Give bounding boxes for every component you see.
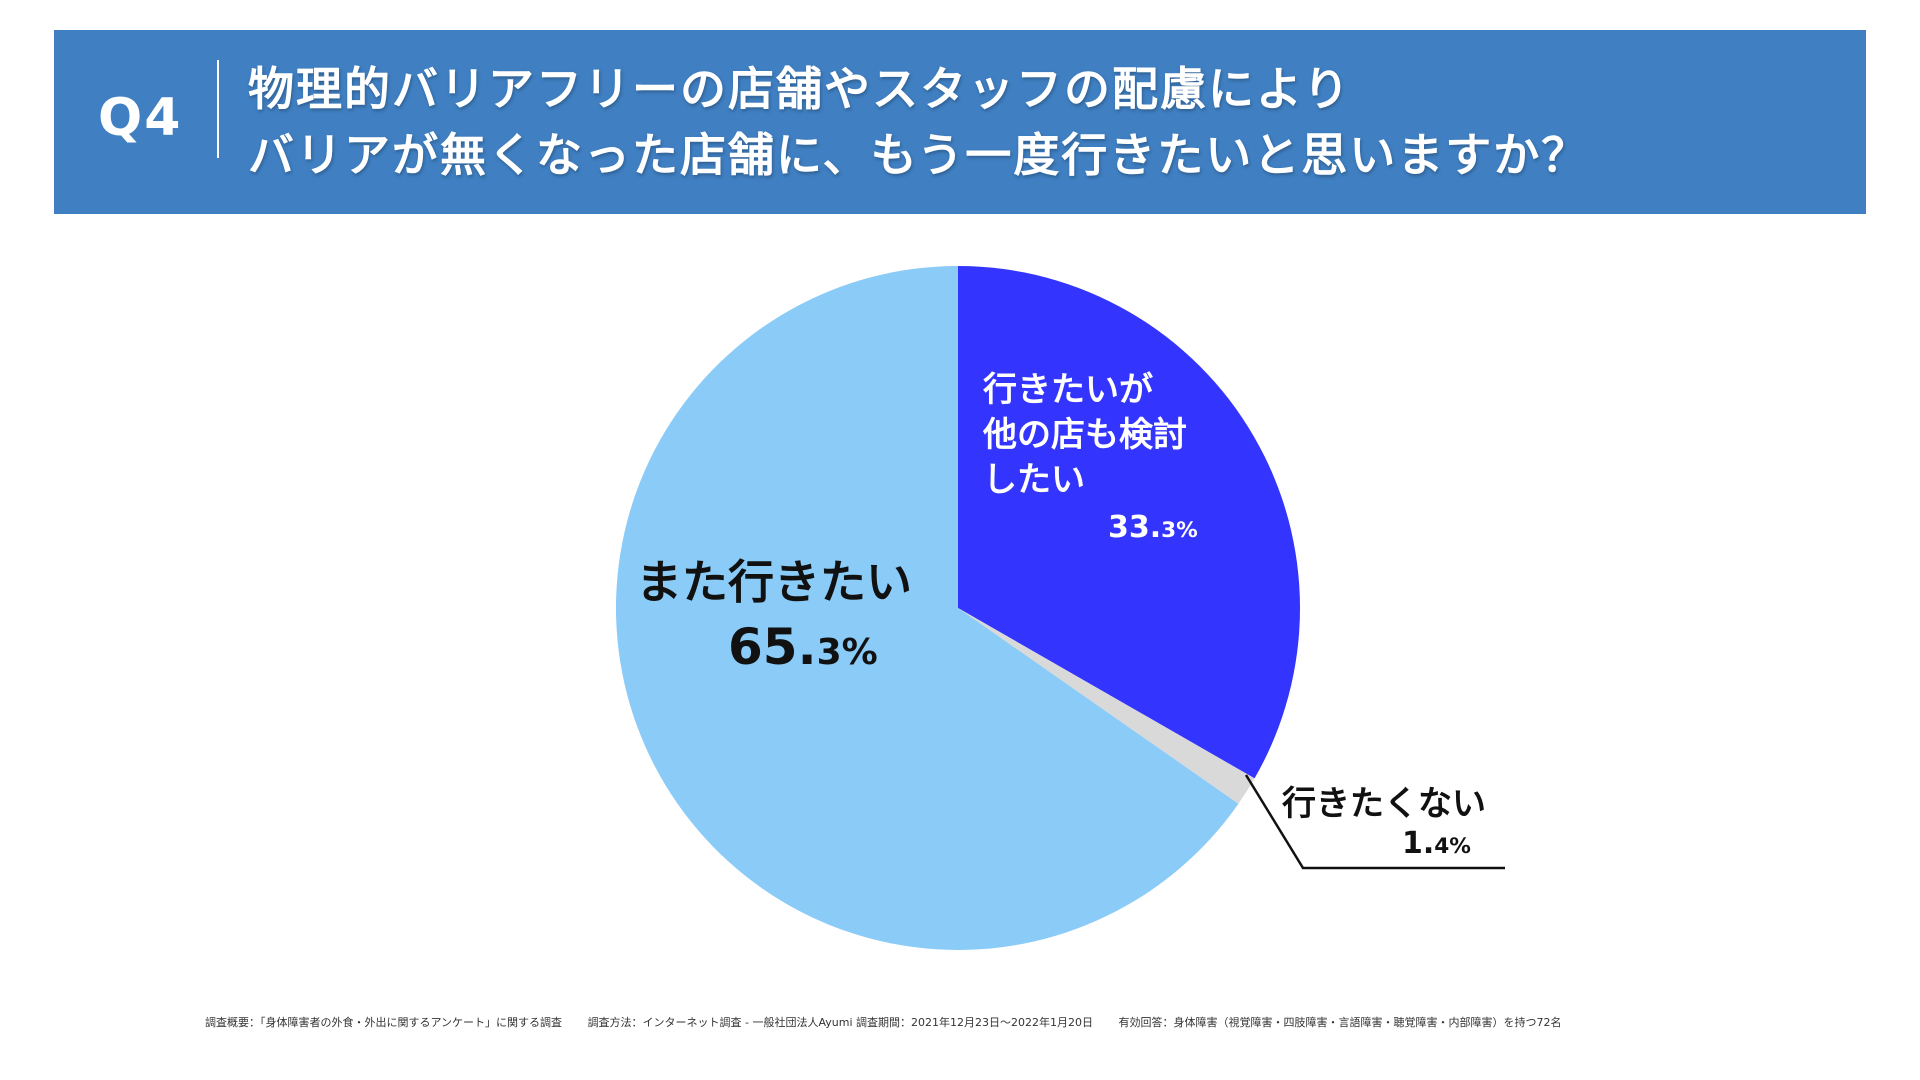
- slice-value-other-dec: 3%: [1161, 518, 1198, 543]
- question-number: Q4: [98, 88, 183, 148]
- question-title: 物理的バリアフリーの店舗やスタッフの配慮により バリアが無くなった店舗に、もう一…: [248, 56, 1838, 188]
- slice-value-return-dec: 3%: [816, 632, 878, 673]
- slice-value-other-int: 33.: [1108, 510, 1162, 545]
- question-banner: [54, 30, 1866, 214]
- slice-value-no-int: 1.: [1402, 826, 1435, 861]
- footer-method: 調査方法：インターネット調査 - 一般社団法人Ayumi 調査期間：2021年1…: [587, 1016, 1094, 1029]
- question-title-line2: バリアが無くなった店舗に、もう一度行きたいと思いますか？: [248, 128, 1590, 182]
- slice-value-no-dec: 4%: [1434, 834, 1471, 859]
- header-divider: [217, 60, 219, 158]
- slice-label-return: また行きたい: [636, 555, 912, 609]
- pie-slice-no: [958, 608, 1255, 804]
- footer-overview: 調査概要：「身体障害者の外食・外出に関するアンケート」に関する調査: [205, 1016, 563, 1029]
- leader-line-no: [1244, 774, 1505, 870]
- survey-footer: 調査概要：「身体障害者の外食・外出に関するアンケート」に関する調査 調査方法：イ…: [205, 1014, 1905, 1030]
- slice-value-return: 65.3%: [728, 618, 878, 676]
- footer-respondents: 有効回答：身体障害（視覚障害・四肢障害・言語障害・聴覚障害・内部障害）を持つ72…: [1118, 1016, 1562, 1029]
- question-title-line1: 物理的バリアフリーの店舗やスタッフの配慮により: [248, 62, 1352, 116]
- slice-value-no: 1.4%: [1402, 826, 1471, 861]
- slice-label-other-line1: 行きたいが: [983, 370, 1153, 410]
- slice-label-other-line3: したい: [983, 460, 1085, 500]
- slice-label-other-line2: 他の店も検討: [983, 415, 1187, 455]
- pie-slice-return: [615, 266, 1239, 951]
- slice-value-return-int: 65.: [728, 618, 817, 676]
- pie-slice-other: [958, 266, 1301, 779]
- slice-label-no: 行きたくない: [1282, 784, 1486, 824]
- slice-label-other: 行きたいが 他の店も検討 したい: [983, 368, 1187, 503]
- slice-value-other: 33.3%: [1108, 510, 1198, 545]
